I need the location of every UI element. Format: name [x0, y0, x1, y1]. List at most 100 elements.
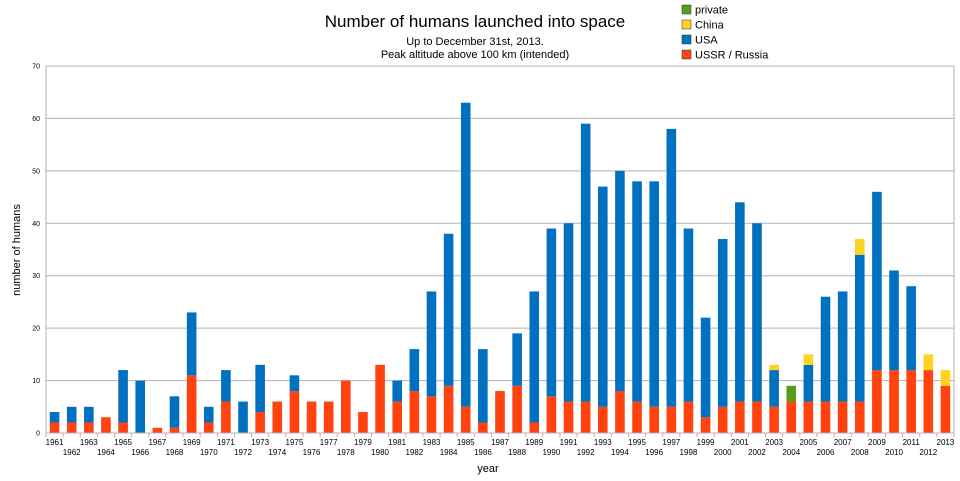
bar-segment	[512, 333, 522, 386]
bar-segment	[803, 364, 814, 402]
x-tick-label: 1980	[371, 448, 389, 457]
x-tick-label: 1972	[234, 448, 252, 457]
x-tick-label: 2012	[919, 448, 937, 457]
bar-segment	[49, 422, 60, 433]
bar-segment	[786, 385, 797, 402]
bar-segment	[186, 375, 197, 433]
y-tick-label: 40	[32, 221, 40, 228]
bar-segment	[546, 228, 557, 397]
x-tick-label: 1974	[268, 448, 286, 457]
chart-subtitle-line-2: Peak altitude above 100 km (intended)	[381, 49, 569, 61]
x-tick-label: 1982	[405, 448, 423, 457]
x-tick-label: 1977	[320, 438, 338, 447]
bar-segment	[683, 401, 694, 433]
x-tick-label: 1988	[508, 448, 526, 457]
bar-segment	[803, 354, 814, 365]
x-tick-label: 1995	[628, 438, 646, 447]
bar-segment	[238, 401, 248, 433]
bar-segment	[392, 380, 403, 402]
bar-segment	[717, 239, 728, 407]
bar-segment	[135, 380, 146, 433]
bar-segment	[409, 391, 420, 433]
bar-segment	[512, 385, 522, 433]
x-tick-label: 1997	[662, 438, 680, 447]
x-tick-label: 1990	[542, 448, 560, 457]
bar-segment	[529, 422, 540, 433]
x-tick-label: 2010	[885, 448, 903, 457]
bar-segment	[580, 123, 591, 402]
bar-segment	[460, 102, 471, 407]
bar-segment	[923, 354, 934, 371]
bar-segment	[872, 191, 882, 371]
bar-segment	[923, 370, 934, 433]
x-tick-label: 1981	[388, 438, 406, 447]
bar-segment	[769, 370, 779, 407]
bar-segment	[580, 401, 591, 433]
bar-segment	[84, 406, 94, 423]
bar-segment	[221, 370, 231, 402]
x-tick-label: 1999	[697, 438, 715, 447]
bar-segment	[666, 406, 677, 433]
x-tick-label: 2005	[799, 438, 817, 447]
bar-segment	[546, 396, 557, 433]
x-tick-label: 1986	[474, 448, 492, 457]
x-tick-label: 1971	[217, 438, 235, 447]
bar-segment	[854, 254, 865, 402]
bar-segment	[409, 349, 420, 392]
x-tick-label: 2004	[782, 448, 800, 457]
x-tick-label: 2003	[765, 438, 783, 447]
bar-segment	[597, 406, 608, 433]
x-tick-label: 2000	[714, 448, 732, 457]
bar-segment	[563, 401, 574, 433]
bar-segment	[735, 401, 745, 433]
x-tick-label: 1991	[560, 438, 578, 447]
bar-segment	[889, 370, 899, 433]
bar-segment	[597, 186, 608, 407]
bar-segment	[906, 370, 916, 433]
x-tick-label: 1970	[200, 448, 218, 457]
bar-segment	[495, 391, 505, 433]
x-tick-label: 1985	[457, 438, 475, 447]
legend-label: USA	[695, 35, 718, 47]
bar-segment	[478, 349, 488, 423]
bar-segment	[203, 406, 214, 423]
bar-segment	[735, 202, 745, 402]
bar-segment	[358, 412, 368, 433]
bars-group	[49, 102, 951, 433]
x-tick-label: 2006	[817, 448, 835, 457]
x-tick-label: 1989	[525, 438, 543, 447]
x-tick-label: 1976	[303, 448, 321, 457]
bar-segment	[186, 312, 197, 376]
bar-segment	[803, 401, 814, 433]
bar-segment	[392, 401, 403, 433]
x-tick-label: 1962	[63, 448, 81, 457]
x-tick-label: 1992	[577, 448, 595, 457]
legend: private China USA USSR / Russia	[681, 4, 769, 62]
x-tick-label: 1998	[680, 448, 698, 457]
y-tick-label: 70	[32, 64, 40, 71]
legend-swatch	[681, 34, 692, 45]
legend-swatch	[681, 4, 692, 15]
x-tick-label: 1963	[80, 438, 98, 447]
bar-segment	[460, 406, 471, 433]
bar-segment	[289, 391, 300, 433]
bar-segment	[152, 427, 163, 433]
bar-segment	[889, 270, 899, 371]
gridlines	[46, 65, 954, 434]
legend-label: China	[695, 20, 725, 32]
x-tick-label: 1979	[354, 438, 372, 447]
bar-segment	[906, 286, 916, 371]
x-tick-label: 1975	[286, 438, 304, 447]
y-tick-label: 60	[32, 116, 40, 123]
bar-segment	[769, 406, 779, 433]
x-tick-label: 1965	[114, 438, 132, 447]
x-tick-label: 1964	[97, 448, 115, 457]
x-tick-label: 1987	[491, 438, 509, 447]
x-tick-label: 1973	[251, 438, 269, 447]
bar-segment	[769, 364, 779, 371]
y-tick-labels: 0 10 20 30 40 50 60 70	[32, 64, 40, 438]
bar-segment	[632, 181, 642, 402]
bar-segment	[221, 401, 231, 433]
bar-segment	[306, 401, 317, 433]
